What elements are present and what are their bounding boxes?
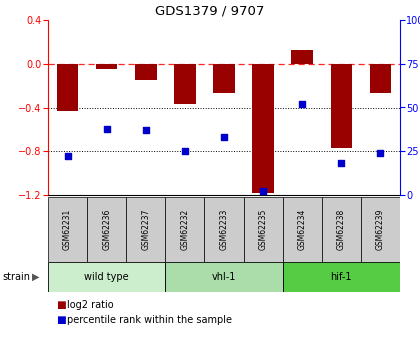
Text: GSM62232: GSM62232	[180, 209, 189, 250]
Bar	[96, 64, 118, 69]
Point	[377, 150, 384, 156]
Bar	[48, 197, 87, 262]
Point	[338, 161, 345, 166]
Bar	[331, 64, 352, 148]
Bar	[48, 262, 165, 292]
Bar	[165, 262, 283, 292]
Text: GSM62233: GSM62233	[220, 209, 228, 250]
Text: ■: ■	[56, 300, 66, 310]
Text: log2 ratio: log2 ratio	[67, 300, 114, 310]
Bar	[174, 64, 196, 104]
Point	[220, 135, 227, 140]
Text: GSM62236: GSM62236	[102, 209, 111, 250]
Bar	[322, 197, 361, 262]
Bar	[370, 64, 391, 93]
Text: vhl-1: vhl-1	[212, 272, 236, 282]
Bar	[205, 197, 244, 262]
Text: ▶: ▶	[32, 272, 40, 282]
Bar	[283, 197, 322, 262]
Text: percentile rank within the sample: percentile rank within the sample	[67, 315, 232, 325]
Text: GSM62235: GSM62235	[259, 209, 268, 250]
Point	[103, 126, 110, 131]
Bar	[252, 64, 274, 193]
Text: strain: strain	[2, 272, 30, 282]
Bar	[87, 197, 126, 262]
Text: GSM62237: GSM62237	[141, 209, 150, 250]
Bar	[213, 64, 235, 93]
Bar	[361, 197, 400, 262]
Point	[260, 189, 266, 194]
Text: GSM62239: GSM62239	[376, 209, 385, 250]
Text: hif-1: hif-1	[331, 272, 352, 282]
Bar	[244, 197, 283, 262]
Bar	[126, 197, 165, 262]
Bar	[283, 262, 400, 292]
Point	[299, 101, 306, 107]
Text: GDS1379 / 9707: GDS1379 / 9707	[155, 4, 265, 17]
Point	[142, 128, 149, 133]
Bar	[291, 50, 313, 64]
Bar	[165, 197, 205, 262]
Text: wild type: wild type	[84, 272, 129, 282]
Text: GSM62238: GSM62238	[337, 209, 346, 250]
Text: GSM62234: GSM62234	[298, 209, 307, 250]
Text: GSM62231: GSM62231	[63, 209, 72, 250]
Point	[64, 154, 71, 159]
Bar	[57, 64, 78, 111]
Point	[181, 148, 188, 154]
Bar	[135, 64, 157, 80]
Text: ■: ■	[56, 315, 66, 325]
